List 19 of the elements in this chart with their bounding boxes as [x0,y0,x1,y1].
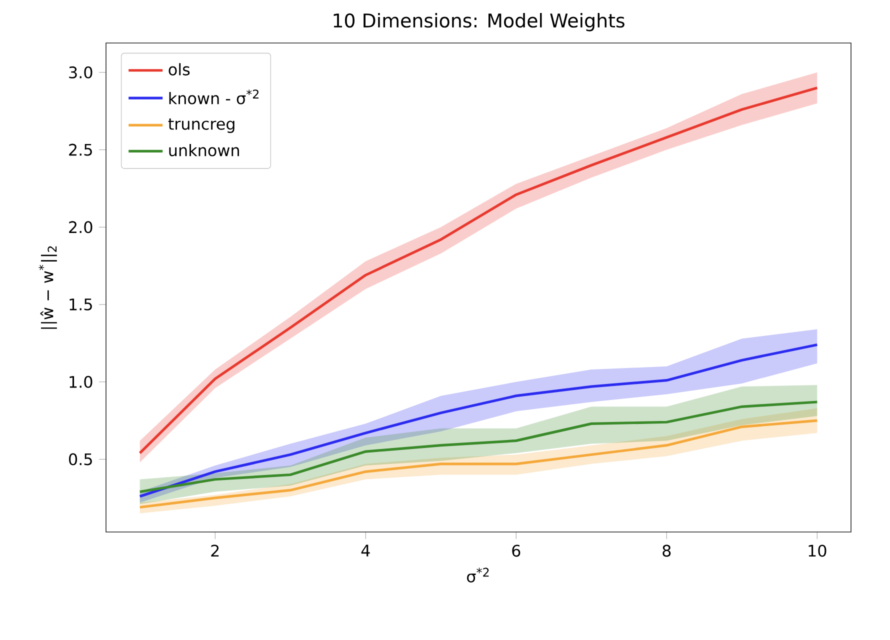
y-tick-label: 2.5 [69,144,92,156]
legend-label: unknown [169,144,239,156]
chart-title: 10 Dimensions: Model Weights [334,13,624,32]
y-tick-label: 1.0 [70,376,92,388]
x-tick-label: 6 [512,544,520,557]
x-tick-label: 10 [808,544,826,557]
y-axis-title: ||ŵ − w$^{*}$||$_{2}$ [38,246,57,329]
y-tick-label: 3.0 [69,66,92,78]
x-tick-label: 8 [662,544,671,557]
y-tick-label: 2.0 [69,221,92,234]
x-tick-label: 2 [211,544,219,557]
x-axis-title: σ$^{*2}$ [467,568,489,583]
y-tick-label: 0.5 [69,453,92,466]
line-series [138,400,818,494]
legend-label: truncreg [168,118,234,133]
legend-label: known - σ$^{*2}$ [169,90,258,104]
legend-label: ols [168,63,190,76]
x-tick-label: 4 [361,544,370,556]
y-tick-label: 1.5 [70,298,92,310]
